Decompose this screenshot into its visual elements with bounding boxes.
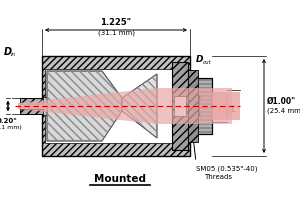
Text: D: D <box>4 47 12 57</box>
Bar <box>212 92 240 120</box>
Text: Ø1.00": Ø1.00" <box>267 96 296 106</box>
Polygon shape <box>47 71 122 141</box>
Bar <box>190 78 212 134</box>
Bar <box>174 96 186 116</box>
Bar <box>42 56 190 156</box>
Bar <box>43 97 55 115</box>
Text: SM05 (0.535"-40): SM05 (0.535"-40) <box>196 166 257 172</box>
Bar <box>190 78 212 134</box>
Text: Threads: Threads <box>204 174 232 180</box>
Bar <box>18 103 54 109</box>
Bar <box>45 69 173 143</box>
Text: in: in <box>11 52 16 57</box>
Text: L: L <box>231 105 236 113</box>
Text: (5.1 mm): (5.1 mm) <box>0 125 21 130</box>
Polygon shape <box>18 88 232 124</box>
Text: 1.225": 1.225" <box>100 18 131 27</box>
Text: (31.1 mm): (31.1 mm) <box>98 29 134 35</box>
Text: D: D <box>196 55 203 65</box>
Text: out: out <box>203 60 212 65</box>
Bar <box>20 104 52 109</box>
Bar <box>188 70 198 142</box>
Text: (25.4 mm): (25.4 mm) <box>267 108 300 114</box>
Bar <box>20 98 44 114</box>
Bar <box>172 62 188 150</box>
Polygon shape <box>122 74 157 138</box>
Text: Mounted: Mounted <box>94 174 146 184</box>
Text: 0.20": 0.20" <box>0 118 17 124</box>
